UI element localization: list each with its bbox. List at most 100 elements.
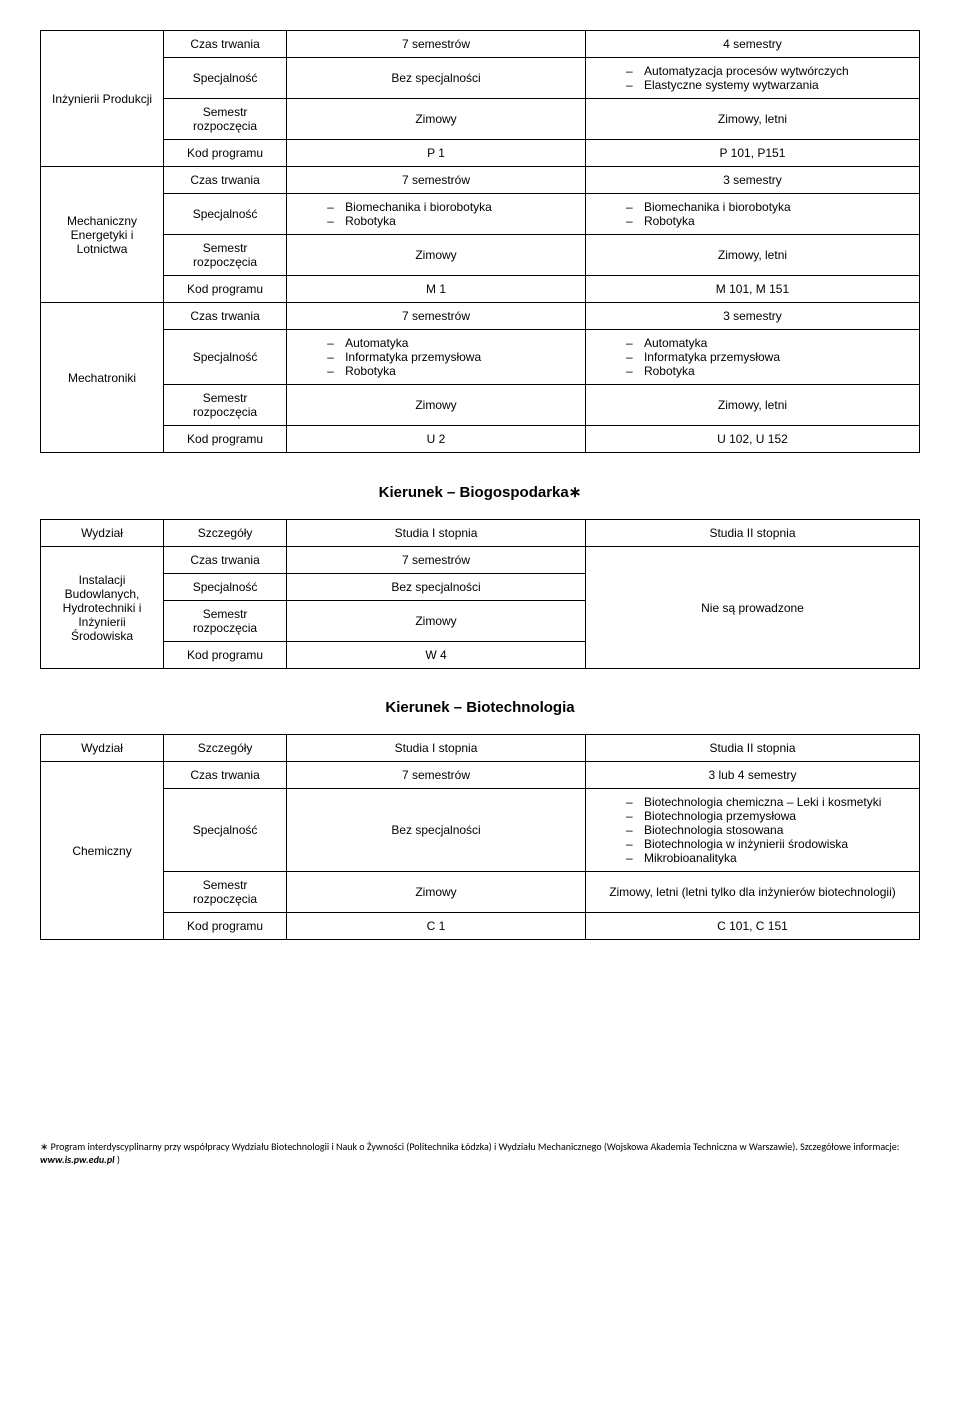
table-row: Specjalność Bez specjalności Automatyzac…: [41, 58, 920, 99]
table-row: Semestr rozpoczęcia Zimowy Zimowy, letni: [41, 385, 920, 426]
cell: Zimowy, letni (letni tylko dla inżynieró…: [585, 872, 919, 913]
header-s1: Studia I stopnia: [287, 520, 586, 547]
cell: M 101, M 151: [585, 276, 919, 303]
cell: C 1: [287, 913, 586, 940]
cell: Zimowy, letni: [585, 385, 919, 426]
cell: Zimowy: [287, 601, 586, 642]
list-item: Automatyzacja procesów wytwórczych: [626, 64, 909, 78]
cell: 3 semestry: [585, 167, 919, 194]
list-item: Robotyka: [327, 214, 575, 228]
header-szczegoly: Szczegóły: [164, 520, 287, 547]
cell: Bez specjalności: [287, 574, 586, 601]
dept-cell: Mechaniczny Energetyki i Lotnictwa: [41, 167, 164, 303]
header-s1: Studia I stopnia: [287, 735, 586, 762]
cell: 3 lub 4 semestry: [585, 762, 919, 789]
cell: M 1: [287, 276, 586, 303]
header-wydzial: Wydział: [41, 735, 164, 762]
table-row: Specjalność Bez specjalności Biotechnolo…: [41, 789, 920, 872]
table-row: Mechaniczny Energetyki i Lotnictwa Czas …: [41, 167, 920, 194]
cell: Zimowy: [287, 872, 586, 913]
table-row: Semestr rozpoczęcia Zimowy Zimowy, letni…: [41, 872, 920, 913]
header-s2: Studia II stopnia: [585, 520, 919, 547]
cell: Biomechanika i biorobotyka Robotyka: [287, 194, 586, 235]
dept-cell: Chemiczny: [41, 762, 164, 940]
cell: Zimowy: [287, 235, 586, 276]
cell: 7 semestrów: [287, 547, 586, 574]
cell: C 101, C 151: [585, 913, 919, 940]
cell: U 102, U 152: [585, 426, 919, 453]
footnote-text: Program interdyscyplinarny przy współpra…: [51, 1140, 900, 1153]
label-kod: Kod programu: [164, 642, 287, 669]
heading-biotechnologia: Kierunek – Biotechnologia: [40, 699, 920, 716]
list-item: Informatyka przemysłowa: [327, 350, 575, 364]
cell: P 101, P151: [585, 140, 919, 167]
cell: Biomechanika i biorobotyka Robotyka: [585, 194, 919, 235]
list-item: Informatyka przemysłowa: [626, 350, 909, 364]
list-item: Elastyczne systemy wytwarzania: [626, 78, 909, 92]
table-row: Specjalność Biomechanika i biorobotyka R…: [41, 194, 920, 235]
label-spec: Specjalność: [164, 789, 287, 872]
label-czas: Czas trwania: [164, 547, 287, 574]
dept-cell: Inżynierii Produkcji: [41, 31, 164, 167]
table-row: Instalacji Budowlanych, Hydrotechniki i …: [41, 547, 920, 574]
cell: Bez specjalności: [287, 789, 586, 872]
label-sem: Semestr rozpoczęcia: [164, 235, 287, 276]
cell: 3 semestry: [585, 303, 919, 330]
table-biogospodarka: Wydział Szczegóły Studia I stopnia Studi…: [40, 519, 920, 669]
table-row: Kod programu M 1 M 101, M 151: [41, 276, 920, 303]
cell: 7 semestrów: [287, 762, 586, 789]
list-item: Mikrobioanalityka: [626, 851, 909, 865]
list-item: Robotyka: [626, 214, 909, 228]
label-sem: Semestr rozpoczęcia: [164, 601, 287, 642]
label-spec: Specjalność: [164, 574, 287, 601]
table-row: Mechatroniki Czas trwania 7 semestrów 3 …: [41, 303, 920, 330]
cell: 7 semestrów: [287, 31, 586, 58]
table-row: Kod programu C 1 C 101, C 151: [41, 913, 920, 940]
label-spec: Specjalność: [164, 194, 287, 235]
footnote: ∗ Program interdyscyplinarny przy współp…: [40, 1140, 920, 1166]
label-sem: Semestr rozpoczęcia: [164, 99, 287, 140]
star-icon: ∗: [569, 484, 582, 501]
header-szczegoly: Szczegóły: [164, 735, 287, 762]
heading-biogospodarka: Kierunek – Biogospodarka∗: [40, 483, 920, 501]
table-biotechnologia: Wydział Szczegóły Studia I stopnia Studi…: [40, 734, 920, 940]
cell: 7 semestrów: [287, 167, 586, 194]
table-top: Inżynierii Produkcji Czas trwania 7 seme…: [40, 30, 920, 453]
footnote-link: www.is.pw.edu.pl: [40, 1153, 115, 1166]
cell: Zimowy, letni: [585, 99, 919, 140]
cell-merged: Nie są prowadzone: [585, 547, 919, 669]
cell: U 2: [287, 426, 586, 453]
label-czas: Czas trwania: [164, 31, 287, 58]
cell: Zimowy: [287, 385, 586, 426]
cell: Automatyka Informatyka przemysłowa Robot…: [585, 330, 919, 385]
list-item: Biotechnologia w inżynierii środowiska: [626, 837, 909, 851]
dept-cell: Instalacji Budowlanych, Hydrotechniki i …: [41, 547, 164, 669]
list-item: Robotyka: [327, 364, 575, 378]
label-kod: Kod programu: [164, 140, 287, 167]
list-item: Biotechnologia chemiczna – Leki i kosmet…: [626, 795, 909, 809]
table-row: Inżynierii Produkcji Czas trwania 7 seme…: [41, 31, 920, 58]
table-row: Semestr rozpoczęcia Zimowy Zimowy, letni: [41, 235, 920, 276]
label-kod: Kod programu: [164, 276, 287, 303]
list-item: Automatyka: [626, 336, 909, 350]
list-item: Automatyka: [327, 336, 575, 350]
cell: Zimowy, letni: [585, 235, 919, 276]
label-spec: Specjalność: [164, 58, 287, 99]
cell: Zimowy: [287, 99, 586, 140]
list-item: Robotyka: [626, 364, 909, 378]
table-row: Kod programu P 1 P 101, P151: [41, 140, 920, 167]
cell: Bez specjalności: [287, 58, 586, 99]
label-kod: Kod programu: [164, 913, 287, 940]
label-czas: Czas trwania: [164, 303, 287, 330]
label-sem: Semestr rozpoczęcia: [164, 385, 287, 426]
label-spec: Specjalność: [164, 330, 287, 385]
cell: Automatyzacja procesów wytwórczych Elast…: [585, 58, 919, 99]
table-row: Wydział Szczegóły Studia I stopnia Studi…: [41, 520, 920, 547]
cell: P 1: [287, 140, 586, 167]
label-kod: Kod programu: [164, 426, 287, 453]
header-wydzial: Wydział: [41, 520, 164, 547]
cell: Automatyka Informatyka przemysłowa Robot…: [287, 330, 586, 385]
cell: 4 semestry: [585, 31, 919, 58]
dept-cell: Mechatroniki: [41, 303, 164, 453]
list-item: Biotechnologia stosowana: [626, 823, 909, 837]
